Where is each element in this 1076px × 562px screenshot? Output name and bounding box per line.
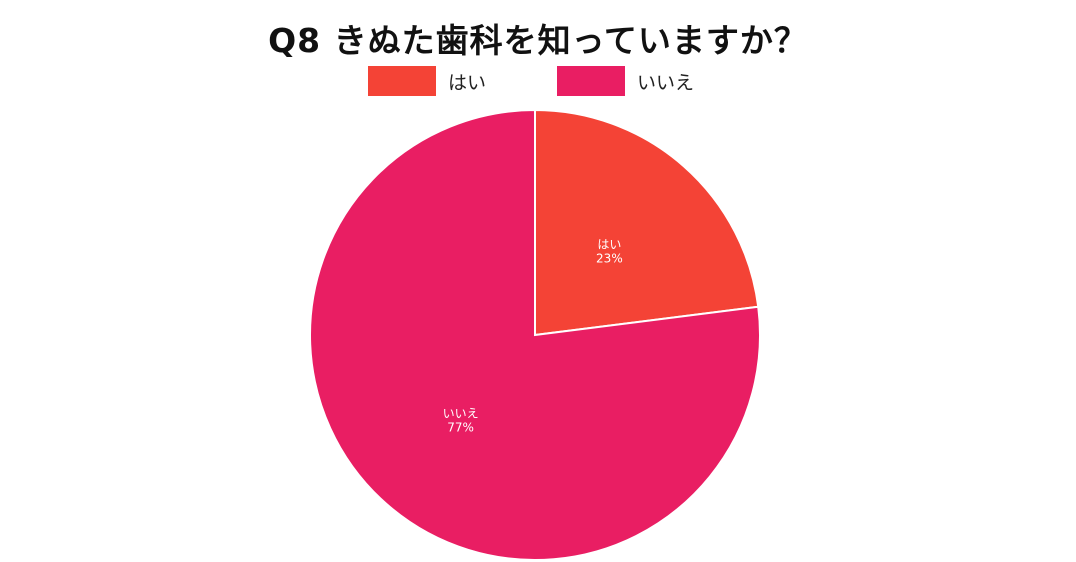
legend-label-hai: はい <box>448 71 487 94</box>
slice-label-iie-percent: 77% <box>447 420 474 434</box>
legend-swatch-hai <box>368 66 436 96</box>
slice-label-hai-category: はい <box>597 238 621 252</box>
legend-label-iie: いいえ <box>637 71 695 94</box>
legend-item-iie[interactable]: いいえ <box>557 66 694 96</box>
slice-label-iie: いいえ 77% <box>443 406 479 434</box>
slice-label-iie-category: いいえ <box>443 406 479 420</box>
legend-item-hai[interactable]: はい <box>368 66 486 96</box>
legend-swatch-iie <box>557 66 625 96</box>
slice-iie[interactable] <box>309 108 761 561</box>
slice-hai[interactable] <box>534 108 760 337</box>
chart-title: Q8 きぬた歯科を知っていますか？ <box>268 21 808 60</box>
slice-label-hai-percent: 23% <box>596 252 623 266</box>
legend: はい いいえ <box>0 66 1076 98</box>
slice-label-hai: はい 23% <box>596 238 623 266</box>
